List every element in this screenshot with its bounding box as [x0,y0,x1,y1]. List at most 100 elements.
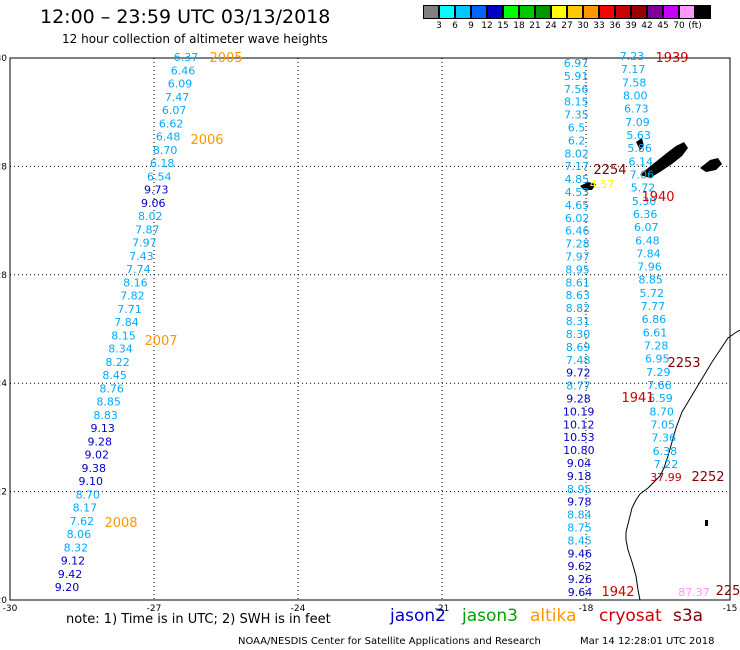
east-right-track-value: 7.06 [630,168,655,181]
lon-tick-label: -18 [579,604,594,614]
lon-tick-label: -15 [723,604,738,614]
west-track-value: 8.02 [138,210,163,223]
east-left-track-value: 8.15 [564,96,589,109]
pass-time-label: 1939 [655,51,688,66]
east-right-track-value: 6.95 [645,353,670,366]
color-swatch [583,5,599,19]
color-swatch [663,5,679,19]
west-track-value: 7.71 [117,303,142,316]
color-swatch [535,5,551,19]
east-right-track-value: 6.38 [653,445,678,458]
color-bar-label: 12 [481,21,493,31]
footer-timestamp: Mar 14 12:28:01 UTC 2018 [580,636,715,647]
east-right-track-value: 7.28 [644,340,669,353]
west-track-value: 8.15 [111,329,136,342]
tenerife-island [640,142,688,178]
east-right-track-value: 6.59 [648,392,673,405]
east-left-track-value: 8.63 [566,289,591,302]
africa-coastline [625,329,740,601]
east-left-track-value: 7.17 [565,160,590,173]
east-right-track-value: 6.07 [634,221,659,234]
extra-wave-value: 37.99 [650,471,682,484]
east-right-track-value: 7.96 [637,261,662,274]
west-track-value: 9.38 [82,462,107,475]
legend-jason2: jason2 [390,606,446,626]
color-swatch [423,5,439,19]
color-swatch [567,5,583,19]
pass-time-label: 1941 [621,391,654,406]
east-left-track-value: 8.45 [567,534,592,547]
east-left-track-value: 10.12 [563,418,595,431]
west-track-value: 9.02 [85,449,110,462]
east-right-track-value: 7.17 [621,63,646,76]
lat-tick-label: 28 [0,271,7,281]
color-swatch [631,5,647,19]
color-bar-label: 18 [513,21,525,31]
east-left-track-value: 9.78 [567,496,592,509]
west-track-value: 8.83 [93,409,118,422]
page-subtitle: 12 hour collection of altimeter wave hei… [62,32,328,46]
color-bar-label: 45 [657,21,669,31]
color-swatch [599,5,615,19]
color-bar-label: 39 [625,21,637,31]
color-swatch [695,5,711,19]
lat-tick-label: 28 [0,162,7,172]
color-bar-label: 27 [561,21,573,31]
west-track-value: 7.62 [70,515,95,528]
west-track-value: 9.28 [87,435,112,448]
coastal-islet [705,520,708,526]
lat-tick-label: 30 [0,54,7,64]
west-track-value: 8.32 [64,541,89,554]
color-bar-label: 42 [641,21,653,31]
lon-tick-label: -27 [147,604,162,614]
legend-jason3: jason3 [462,606,518,626]
footer-note: note: 1) Time is in UTC; 2) SWH is in fe… [66,612,331,627]
west-track-value: 6.07 [162,104,187,117]
footer-credit: NOAA/NESDIS Center for Satellite Applica… [238,636,541,647]
color-swatch [679,5,695,19]
color-swatch [519,5,535,19]
east-right-track-value: 5.86 [627,142,652,155]
west-track-value: 6.09 [168,78,193,91]
east-right-track-value: 5.72 [639,287,664,300]
altimeter-tracks: 6.376.466.097.476.076.626.488.706.186.54… [55,50,679,599]
west-track-value: 9.42 [58,568,83,581]
east-right-track-value: 6.73 [624,103,649,116]
west-track-value: 8.70 [76,488,101,501]
east-left-track-value: 9.18 [567,470,592,483]
color-swatch [615,5,631,19]
west-track-value: 7.84 [114,316,139,329]
color-swatch [647,5,663,19]
axis-ticks: -30 -27 -24 -21 -18 -15 30 28 28 24 22 20 [0,54,737,614]
lon-tick-label: -30 [3,604,18,614]
west-track-value: 6.62 [159,117,184,130]
color-bar [423,5,711,19]
color-bar-label: 30 [577,21,589,31]
east-left-track-value: 9.64 [568,586,593,599]
la-palma-island [636,138,644,150]
east-right-track-value: 7.77 [641,300,666,313]
extra-wave-value: 4.57 [590,178,615,191]
east-left-track-value: 8.95 [565,263,590,276]
west-track-value: 8.70 [153,144,178,157]
east-left-track-value: 4.85 [565,173,590,186]
west-track-value: 8.76 [99,382,124,395]
east-left-track-value: 8.02 [564,147,589,160]
west-track-value: 9.20 [55,581,80,594]
east-left-track-value: 8.82 [566,302,591,315]
east-right-track-value: 6.36 [633,208,658,221]
pass-time-label: 1940 [641,190,674,205]
east-right-track-value: 7.05 [650,419,675,432]
west-track-value: 7.97 [132,237,157,250]
color-bar-label: 24 [545,21,557,31]
time-labels: 2005200620072008193922541940225319412252… [104,51,740,600]
east-left-track-value: 6.2 [568,134,586,147]
lon-tick-label: -24 [291,604,306,614]
east-left-track-value: 7.28 [565,238,590,251]
east-left-track-value: 8.30 [566,328,591,341]
east-right-track-value: 7.36 [652,432,677,445]
extra-wave-value: 87.37 [678,586,710,599]
west-track-value: 8.45 [102,369,127,382]
east-left-track-value: 6.46 [565,225,590,238]
